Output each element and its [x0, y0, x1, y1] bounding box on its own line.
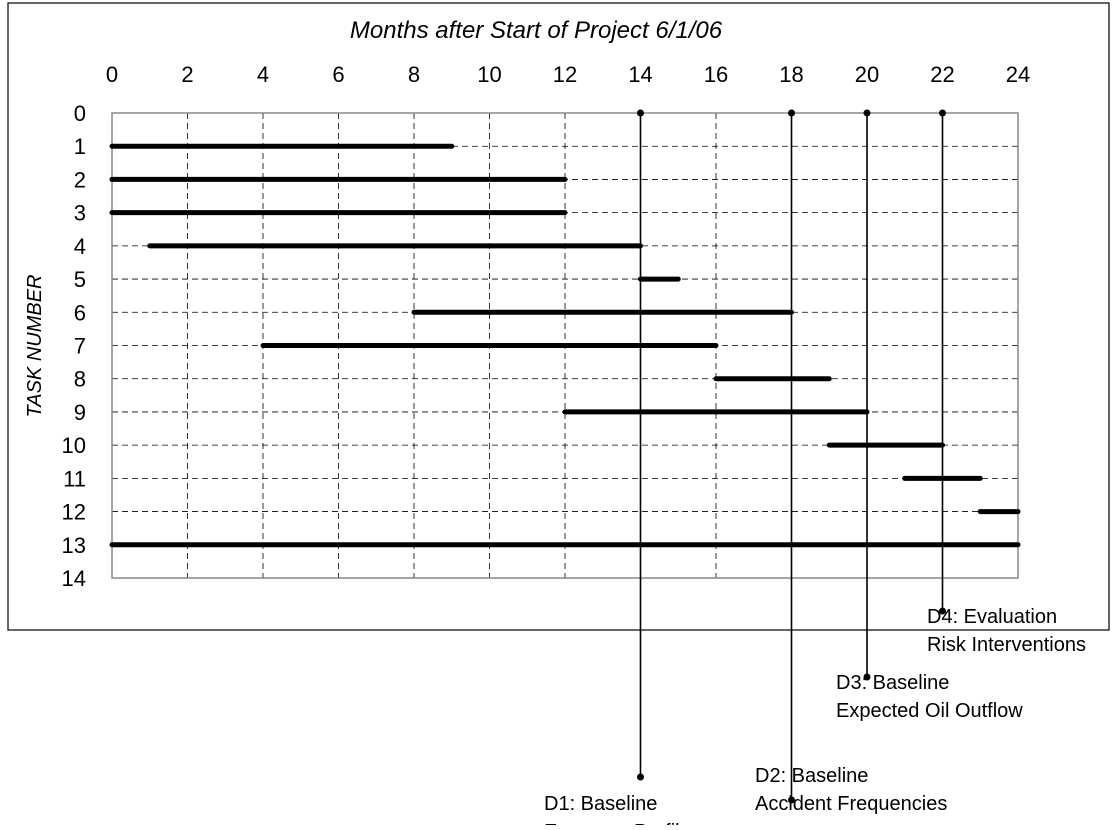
x-tick-label: 18	[779, 62, 803, 87]
deliverable-start-marker	[863, 109, 871, 117]
y-tick-label: 8	[74, 367, 86, 392]
x-tick-label: 4	[257, 62, 269, 87]
deliverable-start-marker	[637, 109, 644, 117]
deliverable-end-marker	[637, 773, 644, 781]
deliverable-label: Accident Frequencies	[755, 793, 947, 815]
x-tick-label: 20	[855, 62, 879, 87]
deliverable-end-marker	[939, 607, 946, 615]
y-tick-label: 14	[62, 566, 86, 591]
y-tick-label: 7	[74, 334, 86, 359]
y-axis-label: TASK NUMBER	[24, 275, 46, 418]
task-bars	[109, 143, 1021, 548]
deliverable-end-marker	[863, 673, 871, 681]
deliverable-label: Risk Interventions	[927, 634, 1086, 656]
x-tick-label: 22	[930, 62, 954, 87]
y-tick-label: 12	[62, 500, 86, 525]
deliverable-label: D2: Baseline	[755, 765, 868, 787]
deliverable-label: D3: Baseline	[836, 672, 949, 694]
chart-frame	[7, 2, 1110, 631]
y-tick-label: 5	[74, 267, 86, 292]
x-tick-label: 10	[477, 62, 501, 87]
x-tick-label: 0	[106, 62, 118, 87]
x-tick-label: 14	[628, 62, 652, 87]
deliverables: D1: Baseline Exposure Profile D2: Baseline…	[544, 109, 1086, 830]
deliverable-label: Expected Oil Outflow	[836, 700, 1023, 722]
deliverable-end-marker	[788, 796, 795, 804]
y-tick-label: 0	[74, 101, 86, 126]
y-tick-label: 13	[62, 533, 86, 558]
y-tick-label: 9	[74, 400, 86, 425]
x-tick-label: 16	[704, 62, 728, 87]
y-tick-label: 4	[74, 234, 86, 259]
x-tick-label: 12	[553, 62, 577, 87]
y-tick-label: 3	[74, 201, 86, 226]
y-tick-label: 6	[74, 300, 86, 325]
deliverable-start-marker	[788, 109, 795, 117]
x-tick-label: 2	[181, 62, 193, 87]
plot-area-border	[111, 112, 1019, 579]
deliverable-label: D4: Evaluation	[927, 606, 1057, 628]
y-tick-label: 10	[62, 433, 86, 458]
x-tick-label: 8	[408, 62, 420, 87]
y-tick-label: 11	[63, 466, 86, 491]
y-tick-label: 2	[74, 167, 86, 192]
deliverable-label: Exposure Profile	[544, 821, 691, 825]
y-tick-label: 1	[74, 134, 86, 159]
deliverable-start-marker	[939, 109, 946, 117]
deliverable-label: D1: Baseline	[544, 793, 657, 815]
axis-ticks: 0 2 4 6 8 10 12 14 16 18 20 22 240123456789101112131…	[62, 62, 1031, 591]
chart-title: Months after Start of Project 6/1/06	[350, 17, 723, 44]
x-tick-label: 24	[1006, 62, 1030, 87]
x-tick-label: 6	[332, 62, 344, 87]
